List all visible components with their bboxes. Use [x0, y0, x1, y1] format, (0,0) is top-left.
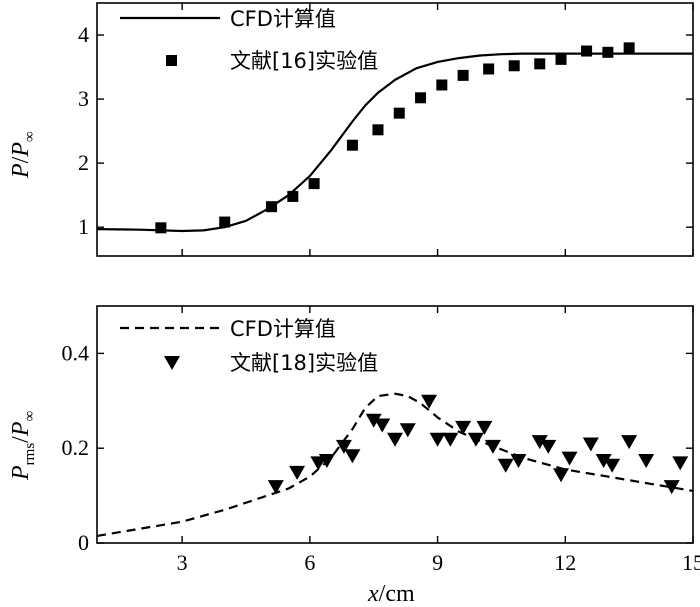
bottom-exp-triangle-marker	[365, 413, 382, 428]
bottom-y-ticks: 0 0.2 0.4	[62, 340, 693, 555]
bottom-y-title-slash: /	[8, 436, 34, 443]
x-tick-label: 15	[682, 550, 700, 575]
top-legend-label-cfd: CFD计算值	[230, 7, 336, 31]
bottom-exp-triangle-marker	[531, 435, 548, 450]
top-legend: CFD计算值 文献[16]实验值	[120, 7, 378, 73]
x-title-variable: x	[367, 581, 379, 607]
bottom-x-ticks: 3 6 9 12 15	[177, 306, 700, 575]
top-legend-label-exp: 文献[16]实验值	[230, 49, 378, 73]
top-exp-square-marker	[308, 178, 320, 190]
bottom-y-title-denominator-sub: ∞	[22, 411, 38, 422]
top-exp-square-marker	[393, 107, 405, 119]
top-exp-square-marker	[266, 201, 278, 213]
bottom-legend-triangle-marker-sample	[164, 356, 180, 370]
x-tick-label: 12	[554, 550, 576, 575]
top-exp-square-marker	[415, 92, 427, 104]
top-exp-square-marker	[155, 222, 167, 234]
top-x-ticks	[181, 3, 694, 256]
top-exp-square-marker	[534, 58, 546, 70]
top-exp-square-marker	[483, 63, 495, 75]
bottom-exp-triangle-marker	[399, 423, 416, 438]
bottom-plot-frame	[96, 305, 694, 544]
top-exp-square-marker	[457, 69, 469, 81]
bottom-exp-triangle-marker	[497, 458, 514, 473]
bottom-exp-triangle-marker	[429, 432, 446, 447]
bottom-panel: 3 6 9 12 15 00.20.4 CFD计算值 文献[18]实验值 Prms/P∞…	[8, 305, 700, 607]
top-exp-square-marker	[436, 79, 448, 91]
bottom-exp-triangle-marker	[484, 439, 501, 454]
x-axis-title: x/cm	[367, 581, 415, 607]
bottom-series	[96, 392, 694, 537]
bottom-exp-triangle-marker	[335, 439, 352, 454]
top-exp-square-marker	[602, 46, 614, 58]
bottom-exp-triangle-marker	[467, 432, 484, 447]
bottom-y-tick-label: 0.2	[62, 435, 90, 460]
bottom-exp-triangle-marker	[604, 458, 621, 473]
top-exp-square-marker	[346, 139, 358, 151]
bottom-legend-label-cfd: CFD计算值	[230, 317, 336, 341]
top-exp-square-marker	[555, 53, 567, 65]
bottom-cfd-dashed-line	[96, 392, 694, 537]
bottom-exp-triangle-marker	[387, 432, 403, 447]
x-tick-label: 6	[304, 550, 315, 575]
top-y-title-denominator: P	[8, 142, 34, 158]
top-series	[96, 42, 693, 234]
bottom-exp-triangle-marker	[561, 451, 578, 466]
top-exp-square-marker	[372, 124, 384, 136]
top-cfd-solid-line	[96, 52, 693, 233]
bottom-exp-triangle-marker	[289, 465, 306, 480]
top-y-title-numerator: P	[8, 163, 34, 179]
bottom-exp-triangle-marker	[582, 437, 599, 452]
top-exp-square-marker	[623, 42, 635, 54]
bottom-y-tick-label: 0.4	[62, 340, 90, 365]
bottom-legend-label-exp: 文献[18]实验值	[230, 351, 378, 375]
bottom-y-title-numerator: P	[8, 465, 34, 481]
bottom-exp-triangle-marker	[540, 439, 557, 454]
x-tick-label: 9	[432, 550, 443, 575]
top-exp-square-marker	[287, 190, 299, 202]
bottom-exp-triangle-marker	[374, 418, 391, 433]
bottom-exp-triangle-marker	[595, 454, 612, 469]
top-y-title-slash: /	[8, 156, 34, 163]
top-y-ticks: 1 2 3 4	[78, 22, 693, 239]
top-y-tick-label: 1	[78, 214, 89, 239]
bottom-exp-triangle-marker	[621, 435, 638, 450]
bottom-exp-triangle-marker	[663, 480, 680, 495]
bottom-exp-triangle-marker	[638, 454, 655, 469]
top-plot-frame	[96, 2, 694, 257]
bottom-legend: CFD计算值 文献[18]实验值	[120, 317, 378, 375]
bottom-y-title-denominator: P	[8, 421, 34, 437]
top-y-tick-label: 3	[78, 86, 89, 111]
bottom-y-title-numerator-sub: rms	[22, 443, 38, 466]
bottom-exp-triangle-marker	[553, 468, 570, 483]
bottom-exp-triangle-marker	[421, 394, 438, 409]
x-title-unit: /cm	[379, 581, 415, 607]
bottom-exp-triangle-marker	[455, 420, 472, 435]
top-exp-square-marker	[581, 45, 593, 57]
top-y-tick-label: 2	[78, 150, 89, 175]
bottom-exp-triangle-marker	[510, 454, 527, 469]
top-legend-square-marker-sample	[166, 55, 177, 66]
top-exp-square-marker	[508, 60, 520, 72]
bottom-exp-triangle-marker	[672, 456, 689, 471]
bottom-y-tick-label: 0	[78, 530, 89, 555]
bottom-exp-triangle-marker	[267, 480, 284, 495]
top-y-tick-label: 4	[78, 22, 89, 47]
bottom-exp-triangle-marker	[442, 432, 459, 447]
bottom-exp-triangle-marker	[476, 420, 493, 435]
bottom-exp-triangle-marker	[318, 454, 335, 469]
top-exp-square-marker	[219, 216, 231, 228]
top-y-axis-title: P/P∞	[8, 131, 38, 179]
top-y-title-denominator-sub: ∞	[22, 131, 38, 142]
bottom-y-axis-title: Prms/P∞	[8, 411, 38, 481]
bottom-exp-triangle-marker	[344, 449, 361, 464]
x-tick-label: 3	[177, 550, 188, 575]
